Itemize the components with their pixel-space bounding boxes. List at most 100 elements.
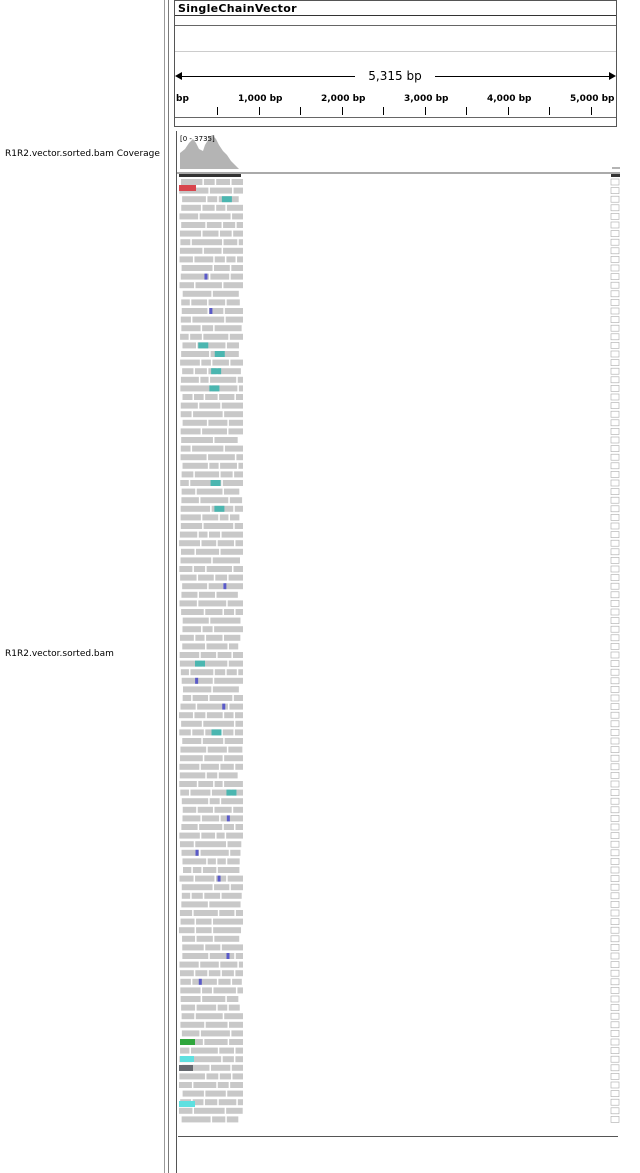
read[interactable] <box>179 729 191 736</box>
read-edge[interactable] <box>610 591 620 599</box>
read[interactable] <box>193 1056 222 1063</box>
read-edge[interactable] <box>610 918 620 925</box>
read[interactable] <box>195 970 208 977</box>
read[interactable] <box>220 961 238 968</box>
read[interactable] <box>182 583 208 590</box>
read[interactable] <box>203 333 229 340</box>
read[interactable] <box>179 832 200 839</box>
panel-divider[interactable] <box>164 0 165 1173</box>
read-edge[interactable] <box>610 256 620 263</box>
read-edge[interactable] <box>610 367 620 375</box>
read[interactable] <box>237 1099 243 1106</box>
read[interactable] <box>200 1030 230 1037</box>
read[interactable] <box>223 222 236 228</box>
read[interactable] <box>233 187 243 194</box>
read[interactable] <box>235 910 243 916</box>
read[interactable] <box>229 333 243 340</box>
read-edge[interactable] <box>610 866 620 874</box>
read[interactable] <box>192 978 217 985</box>
read-edge[interactable] <box>610 883 620 891</box>
read[interactable] <box>238 669 243 676</box>
read-edge[interactable] <box>610 780 620 788</box>
read[interactable] <box>233 695 243 701</box>
read[interactable] <box>203 179 215 185</box>
read-edge[interactable] <box>610 565 620 573</box>
read-edge[interactable] <box>610 496 620 504</box>
read[interactable] <box>200 497 229 504</box>
coverage-track-name[interactable]: R1R2.vector.sorted.bam Coverage <box>5 149 160 159</box>
read[interactable] <box>179 247 203 254</box>
read[interactable] <box>219 230 232 237</box>
read-edge[interactable] <box>610 299 620 306</box>
read-insert[interactable] <box>179 185 196 191</box>
read[interactable] <box>180 179 203 185</box>
read[interactable] <box>179 1082 192 1088</box>
read[interactable] <box>213 918 243 925</box>
read-edge[interactable] <box>610 385 620 392</box>
read-edge[interactable] <box>610 729 620 736</box>
read[interactable] <box>180 445 191 452</box>
read[interactable] <box>232 652 243 658</box>
read-edge[interactable] <box>610 376 620 384</box>
read[interactable] <box>227 875 243 882</box>
read-paired-color[interactable] <box>179 1065 193 1071</box>
read[interactable] <box>190 333 202 340</box>
read[interactable] <box>217 867 240 873</box>
read[interactable] <box>180 376 199 383</box>
read[interactable] <box>192 445 224 452</box>
read[interactable] <box>235 609 243 615</box>
read[interactable] <box>181 299 190 306</box>
read[interactable] <box>205 1021 228 1028</box>
read[interactable] <box>224 738 243 744</box>
read[interactable] <box>182 935 196 942</box>
read[interactable] <box>235 394 243 400</box>
read[interactable] <box>201 815 220 822</box>
read-mismatch[interactable] <box>226 789 237 796</box>
read[interactable] <box>214 677 243 684</box>
read[interactable] <box>182 858 207 865</box>
read[interactable] <box>179 841 194 848</box>
read-edge[interactable] <box>610 1116 620 1123</box>
read[interactable] <box>226 832 243 839</box>
read-edge[interactable] <box>610 445 620 452</box>
read[interactable] <box>180 918 195 925</box>
read[interactable] <box>206 712 223 719</box>
read[interactable] <box>195 634 205 641</box>
read-edge[interactable] <box>610 428 620 435</box>
read-edge[interactable] <box>610 333 620 341</box>
read[interactable] <box>212 1116 226 1123</box>
read[interactable] <box>228 574 243 581</box>
read[interactable] <box>181 265 213 271</box>
read-mismatch[interactable] <box>221 196 232 203</box>
read[interactable] <box>195 282 222 289</box>
alignment-track-name[interactable]: R1R2.vector.sorted.bam <box>5 649 114 659</box>
read[interactable] <box>220 548 243 555</box>
read-edge[interactable] <box>610 625 620 633</box>
read[interactable] <box>192 1099 204 1106</box>
read[interactable] <box>197 806 213 813</box>
read[interactable] <box>198 591 215 598</box>
read[interactable] <box>206 222 222 228</box>
read-edge[interactable] <box>610 281 620 289</box>
read-edge[interactable] <box>610 1073 620 1080</box>
read[interactable] <box>202 204 215 211</box>
read[interactable] <box>181 308 208 314</box>
read-edge[interactable] <box>610 1030 620 1037</box>
read[interactable] <box>237 376 243 383</box>
read[interactable] <box>230 359 243 366</box>
read[interactable] <box>180 978 191 985</box>
read[interactable] <box>226 1116 239 1123</box>
read[interactable] <box>192 867 202 873</box>
read[interactable] <box>220 471 233 478</box>
read[interactable] <box>224 411 243 418</box>
read[interactable] <box>196 927 212 934</box>
read-edge[interactable] <box>610 359 620 366</box>
read-edge[interactable] <box>610 935 620 943</box>
read[interactable] <box>180 970 194 977</box>
read[interactable] <box>181 497 199 504</box>
read[interactable] <box>192 1039 203 1045</box>
read[interactable] <box>181 325 201 332</box>
read[interactable] <box>204 1099 218 1106</box>
read[interactable] <box>179 540 200 547</box>
read-edge[interactable] <box>610 961 620 968</box>
